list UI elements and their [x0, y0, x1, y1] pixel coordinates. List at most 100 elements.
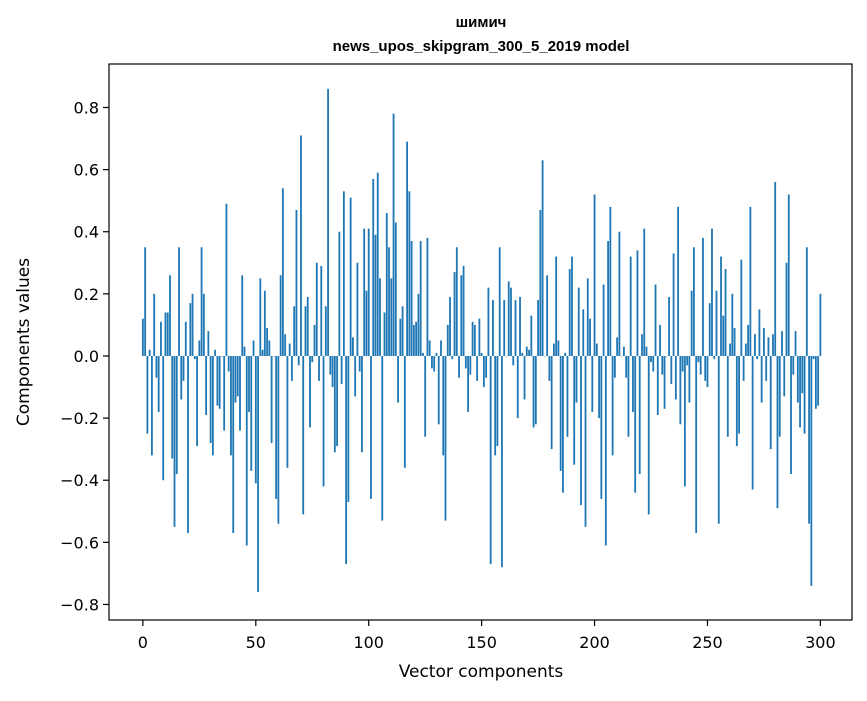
bar-60: [277, 356, 279, 524]
bar-9: [162, 356, 164, 480]
bar-292: [801, 356, 803, 393]
bar-19: [185, 322, 187, 356]
bar-210: [616, 337, 618, 356]
bar-116: [404, 356, 406, 468]
bar-160: [503, 300, 505, 356]
bar-78: [318, 356, 320, 381]
y-tick-label-4: 0.0: [74, 347, 99, 366]
y-axis-label: Components values: [14, 258, 34, 426]
bar-67: [293, 306, 295, 356]
bar-291: [799, 356, 801, 427]
bar-207: [609, 207, 611, 356]
bar-28: [205, 356, 207, 415]
bar-87: [338, 232, 340, 356]
bar-85: [334, 356, 336, 452]
bar-276: [765, 356, 767, 381]
bar-205: [605, 356, 607, 545]
bar-97: [361, 356, 363, 452]
bar-149: [478, 319, 480, 356]
bar-195: [582, 309, 584, 356]
bar-246: [698, 356, 700, 362]
bar-168: [521, 353, 523, 356]
bar-218: [634, 356, 636, 493]
bar-21: [189, 303, 191, 356]
bar-293: [804, 356, 806, 434]
bar-193: [578, 288, 580, 356]
bar-71: [302, 356, 304, 514]
bar-152: [485, 356, 487, 378]
bar-240: [684, 356, 686, 486]
bar-91: [347, 356, 349, 502]
x-tick-label-50: 50: [246, 633, 266, 652]
bar-163: [510, 288, 512, 356]
bar-79: [320, 266, 322, 356]
bar-84: [332, 356, 334, 387]
bar-156: [494, 356, 496, 455]
bar-114: [399, 319, 401, 356]
bar-174: [535, 356, 537, 424]
bar-175: [537, 300, 539, 356]
bar-57: [271, 356, 273, 443]
bar-68: [296, 210, 298, 356]
bar-275: [763, 328, 765, 356]
bar-111: [393, 114, 395, 356]
bar-121: [415, 322, 417, 356]
bar-129: [433, 356, 435, 372]
bar-2: [146, 356, 148, 434]
bar-242: [688, 356, 690, 403]
bar-219: [637, 250, 639, 356]
bar-130: [436, 353, 438, 356]
bar-237: [677, 207, 679, 356]
bar-253: [713, 356, 715, 359]
bar-15: [176, 356, 178, 474]
bar-202: [598, 356, 600, 418]
bar-269: [749, 207, 751, 356]
bar-77: [316, 263, 318, 356]
bar-273: [759, 309, 761, 356]
bar-136: [449, 297, 451, 356]
bar-187: [564, 353, 566, 356]
bar-258: [725, 269, 727, 356]
bar-14: [174, 356, 176, 527]
bar-236: [675, 356, 677, 399]
bar-146: [472, 322, 474, 356]
bar-48: [250, 356, 252, 471]
bar-52: [259, 278, 261, 356]
bar-262: [734, 328, 736, 356]
bar-1: [144, 247, 146, 356]
bar-154: [490, 356, 492, 564]
bar-106: [381, 356, 383, 521]
bar-42: [237, 356, 239, 396]
bar-251: [709, 303, 711, 356]
bar-294: [806, 247, 808, 356]
bar-255: [718, 356, 720, 524]
bar-17: [180, 356, 182, 399]
bar-172: [530, 316, 532, 356]
y-tick-label-3: −0.2: [60, 409, 99, 428]
bar-82: [327, 89, 329, 356]
bar-12: [169, 275, 171, 356]
bar-142: [463, 266, 465, 356]
bar-44: [241, 275, 243, 356]
bar-279: [772, 334, 774, 356]
bar-208: [612, 356, 614, 455]
bar-216: [630, 257, 632, 356]
x-tick-label-0: 0: [138, 633, 148, 652]
bar-264: [738, 356, 740, 434]
bar-131: [438, 356, 440, 424]
bar-65: [289, 344, 291, 356]
bar-119: [411, 241, 413, 356]
bar-55: [266, 328, 268, 356]
bar-108: [386, 213, 388, 356]
bar-103: [375, 235, 377, 356]
bar-184: [558, 340, 560, 356]
bar-113: [397, 356, 399, 403]
bar-235: [673, 253, 675, 356]
bar-155: [492, 300, 494, 356]
chart-title-line2: news_upos_skipgram_300_5_2019 model: [333, 38, 630, 55]
bar-157: [497, 356, 499, 446]
chart-title-line1: шимич: [456, 14, 507, 31]
bar-16: [178, 247, 180, 356]
bar-49: [253, 340, 255, 356]
bar-63: [284, 334, 286, 356]
